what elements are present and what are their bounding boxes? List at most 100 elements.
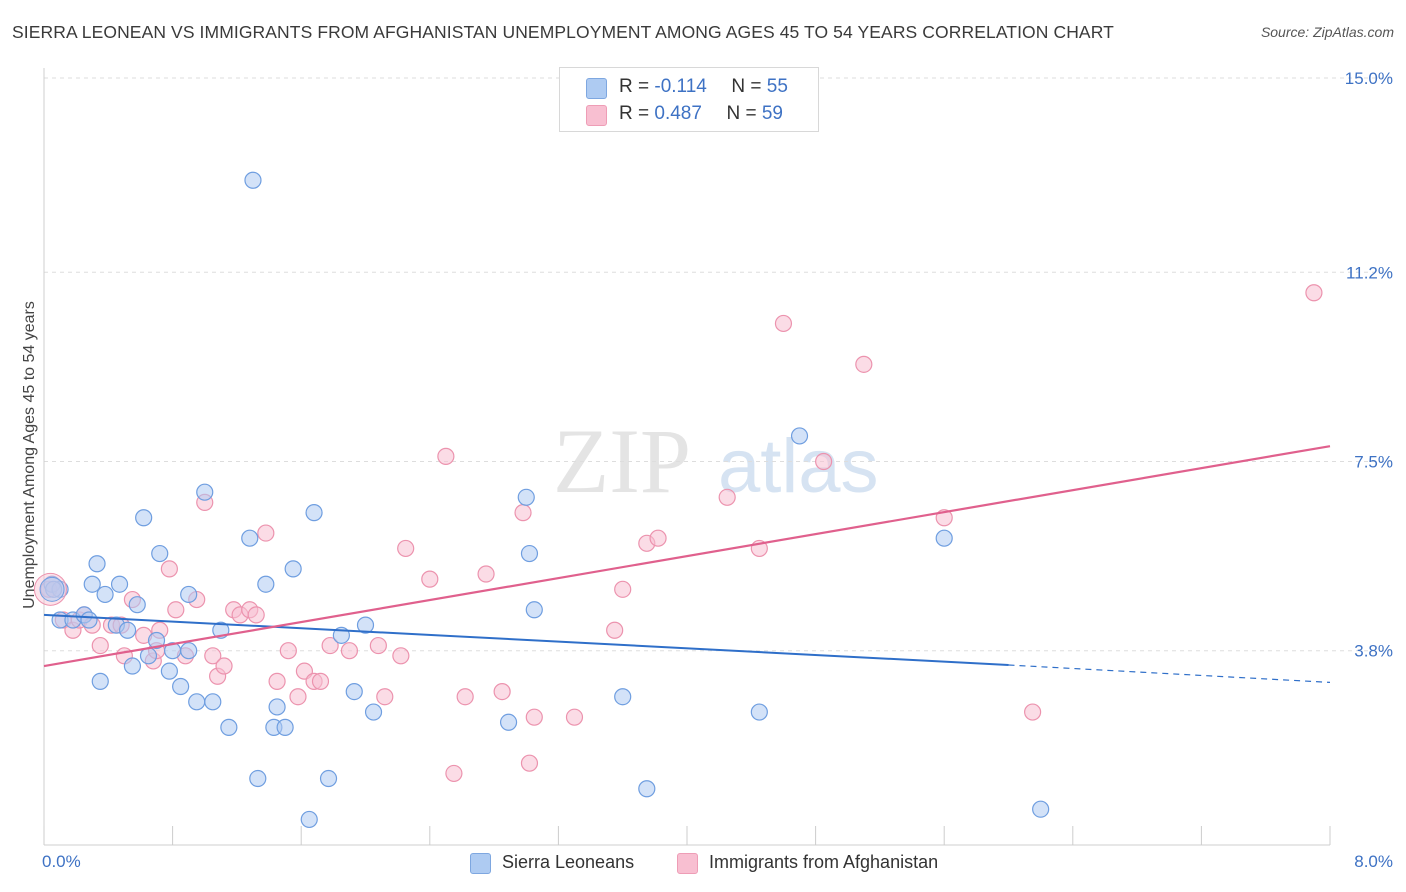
y-tick-label: 11.2%	[1346, 263, 1393, 282]
point-afghanistan	[1305, 284, 1323, 302]
point-sierra-leonean	[276, 718, 294, 736]
point-afghanistan	[477, 565, 495, 583]
point-afghanistan	[311, 672, 330, 690]
legend-swatch-pink	[586, 105, 607, 126]
x-tick-min: 0.0%	[42, 852, 81, 871]
point-afghanistan	[247, 606, 265, 624]
point-afghanistan	[493, 682, 511, 701]
point-sierra-leonean	[244, 171, 262, 189]
legend-swatch-pink	[677, 853, 698, 874]
gridlines	[44, 77, 1392, 652]
r-label: R =	[619, 103, 655, 124]
y-axis-label: Unemployment Among Ages 45 to 54 years	[21, 301, 38, 609]
source-credit: Source: ZipAtlas.com	[1260, 24, 1394, 40]
point-sierra-leonean	[123, 657, 142, 675]
point-afghanistan	[369, 636, 387, 655]
data-points	[33, 171, 1323, 829]
point-sierra-leonean	[188, 693, 206, 711]
r-label: R =	[619, 76, 655, 97]
point-afghanistan	[456, 688, 474, 706]
axes	[43, 68, 1331, 846]
point-afghanistan	[614, 580, 632, 598]
point-sierra-leonean	[520, 544, 539, 563]
r-value: -0.114	[654, 76, 707, 97]
point-sierra-leonean	[241, 529, 259, 547]
trend-line-sierra-leoneans	[43, 613, 1009, 667]
point-sierra-leonean	[525, 601, 543, 619]
point-afghanistan	[606, 621, 624, 639]
point-afghanistan	[340, 642, 359, 660]
chart-title: SIERRA LEONEAN VS IMMIGRANTS FROM AFGHAN…	[12, 22, 1114, 42]
point-afghanistan	[268, 672, 286, 690]
point-sierra-leonean	[172, 677, 190, 696]
point-afghanistan	[160, 560, 178, 578]
point-afghanistan	[1024, 703, 1042, 721]
n-label: N =	[726, 103, 762, 124]
point-sierra-leonean	[118, 621, 137, 639]
y-tick-label: 15.0%	[1345, 69, 1393, 88]
legend-swatch-blue	[470, 853, 491, 874]
y-tick-label: 7.5%	[1354, 453, 1393, 472]
point-afghanistan	[167, 601, 185, 619]
point-afghanistan	[525, 708, 543, 726]
point-afghanistan	[376, 688, 394, 706]
point-sierra-leonean	[345, 682, 363, 701]
point-sierra-leonean	[499, 713, 518, 731]
point-sierra-leonean	[300, 810, 318, 829]
point-afghanistan	[815, 452, 833, 471]
point-sierra-leonean	[517, 488, 535, 506]
trend-line-sierra-leoneans-extension	[1008, 664, 1331, 683]
point-afghanistan	[718, 488, 736, 506]
point-afghanistan	[321, 636, 339, 655]
point-sierra-leonean	[135, 509, 153, 527]
point-afghanistan	[289, 688, 307, 706]
point-afghanistan	[397, 539, 415, 558]
point-sierra-leonean	[249, 769, 267, 788]
point-sierra-leonean	[268, 698, 286, 716]
point-sierra-leonean	[1032, 800, 1050, 818]
point-afghanistan	[520, 754, 539, 772]
point-sierra-leonean	[80, 611, 98, 629]
point-cluster-sierra-leonean	[39, 576, 65, 602]
point-sierra-leonean	[750, 703, 768, 721]
point-sierra-leonean	[220, 718, 238, 736]
point-afghanistan	[204, 647, 222, 665]
n-value: 59	[761, 103, 783, 124]
point-sierra-leonean	[790, 427, 809, 445]
point-sierra-leonean	[319, 769, 338, 788]
point-afghanistan	[257, 524, 275, 542]
legend-swatch-blue	[586, 78, 607, 99]
y-tick-label: 3.8%	[1354, 642, 1393, 661]
point-sierra-leonean	[83, 575, 101, 593]
point-afghanistan	[514, 504, 532, 522]
point-sierra-leonean	[935, 529, 953, 547]
point-sierra-leonean	[614, 688, 632, 706]
point-sierra-leonean	[180, 585, 198, 604]
n-value: 55	[766, 76, 788, 97]
point-afghanistan	[279, 642, 297, 660]
correlation-legend: R = -0.114 N = 55 R = 0.487 N = 59	[559, 67, 819, 132]
point-sierra-leonean	[110, 575, 129, 593]
point-afghanistan	[437, 447, 455, 465]
point-sierra-leonean	[204, 693, 222, 711]
point-afghanistan	[445, 764, 463, 783]
point-afghanistan	[91, 636, 109, 655]
point-sierra-leonean	[91, 672, 109, 690]
point-sierra-leonean	[147, 631, 166, 650]
point-sierra-leonean	[196, 483, 214, 501]
point-afghanistan	[774, 314, 793, 333]
trend-line-afghanistan	[43, 445, 1331, 668]
point-sierra-leonean	[160, 662, 178, 680]
y-tick-labels: 3.8% 7.5% 11.2% 15.0%	[1345, 69, 1393, 661]
point-afghanistan	[392, 647, 410, 665]
trend-lines	[43, 445, 1331, 683]
point-afghanistan	[215, 657, 233, 675]
point-sierra-leonean	[305, 504, 323, 522]
r-value: 0.487	[654, 103, 702, 124]
point-sierra-leonean	[257, 575, 275, 593]
x-tick-max: 8.0%	[1354, 852, 1393, 871]
point-sierra-leonean	[128, 596, 146, 614]
point-sierra-leonean	[88, 555, 106, 573]
point-sierra-leonean	[96, 585, 114, 604]
